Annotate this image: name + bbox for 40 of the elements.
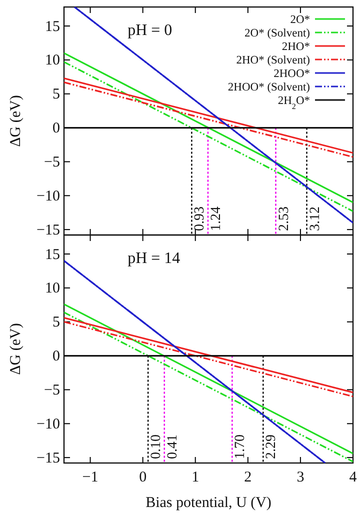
y-tick-label: −10 <box>36 416 60 432</box>
legend-label: 2H$_{2}$O* <box>278 95 310 110</box>
y-tick-label: −15 <box>36 222 60 238</box>
annotation: pH = 0 <box>128 22 172 39</box>
x-tick-label: 4 <box>349 470 358 486</box>
ref-line-label: 1.70 <box>233 434 248 459</box>
legend-label: 2HOO* <box>274 68 310 80</box>
y-tick-label: 15 <box>45 246 60 263</box>
ref-line-label: 0.93 <box>192 206 208 231</box>
ref-line-label: 1.24 <box>208 206 224 231</box>
legend-label: 2O* (Solvent) <box>244 28 310 40</box>
x-tick-label: 3 <box>296 470 304 486</box>
x-tick-label: −1 <box>82 470 98 486</box>
y-tick-label: −10 <box>36 188 60 204</box>
annotation: pH = 14 <box>128 250 180 267</box>
y-tick-label: 15 <box>45 18 60 35</box>
y-tick-label: 5 <box>52 86 60 103</box>
x-tick-label: 2 <box>244 470 252 486</box>
x-tick-label: 0 <box>139 470 147 486</box>
x-axis-title: Bias potential, U (V) <box>146 495 272 511</box>
y-tick-label: 10 <box>45 52 60 69</box>
ref-line-label: 2.53 <box>276 206 292 231</box>
legend-label: 2HOO* (Solvent) <box>228 82 310 94</box>
y-tick-label: −5 <box>44 382 60 399</box>
ref-line-label: 2.29 <box>264 434 280 459</box>
y-axis-title: ΔG (eV) <box>8 95 24 147</box>
y-tick-label: 0 <box>52 120 60 137</box>
y-tick-label: 10 <box>45 280 60 297</box>
x-tick-label: 1 <box>192 470 200 486</box>
ref-line-label: 0.10 <box>149 434 164 459</box>
y-tick-label: −15 <box>36 450 60 466</box>
legend-label: 2O* <box>290 14 310 26</box>
ref-line-label: 0.41 <box>165 434 180 459</box>
y-tick-label: 5 <box>52 314 60 331</box>
ref-line-label: 3.12 <box>308 206 323 231</box>
y-tick-label: −5 <box>44 154 60 171</box>
legend-label: 2HO* <box>282 41 310 53</box>
y-axis-title: ΔG (eV) <box>8 323 24 375</box>
legend-label: 2HO* (Solvent) <box>236 54 310 66</box>
y-tick-label: 0 <box>52 348 60 365</box>
